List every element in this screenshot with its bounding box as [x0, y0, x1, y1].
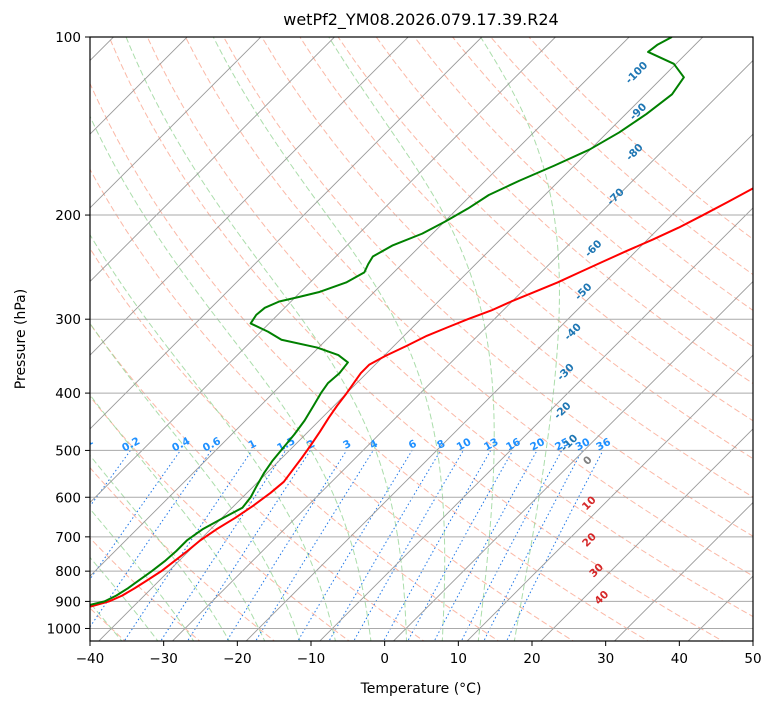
- isotherm-line: [392, 280, 753, 641]
- dry-adiabat: [337, 37, 753, 422]
- mixing-ratio-line: [297, 450, 413, 641]
- mixing-ratio-line: [123, 450, 253, 641]
- dewpoint-profile: [90, 37, 685, 606]
- mixing-ratio-line: [407, 450, 514, 641]
- isotherm-line: [90, 37, 188, 135]
- y-tick-label: 100: [55, 30, 81, 46]
- isotherm-line: [319, 207, 753, 641]
- isotherm-line: [90, 37, 557, 504]
- moist-adiabat: [328, 37, 495, 641]
- moist-adiabat: [90, 394, 266, 641]
- isotherm-line: [540, 428, 753, 641]
- x-tick-label: 30: [597, 651, 614, 667]
- isotherm-line: [90, 37, 336, 283]
- moist-adiabat: [479, 37, 560, 641]
- y-tick-label: 1000: [47, 621, 81, 637]
- moist-adiabat: [90, 115, 372, 641]
- x-tick-label: −40: [76, 651, 105, 667]
- dry-adiabat: [375, 37, 753, 385]
- y-tick-label: 800: [55, 564, 81, 580]
- x-axis-label: Temperature (°C): [360, 681, 482, 697]
- x-tick-label: 40: [671, 651, 688, 667]
- dry-adiabat: [90, 82, 649, 641]
- dry-adiabat: [185, 37, 753, 577]
- grid-lines: [90, 37, 753, 641]
- dry-adiabat: [261, 37, 753, 498]
- isotherm-line: [90, 37, 409, 356]
- mixing-ratio-line: [483, 450, 583, 641]
- mixing-ratio-line: [160, 450, 287, 641]
- isotherm-line: [613, 501, 753, 641]
- temperature-profile: [90, 187, 753, 608]
- dry-adiabat: [90, 322, 425, 641]
- mixing-ratio-label: 0.1: [73, 435, 95, 454]
- axes: −40 −30 −20 −10 0 10 20 30 40 50 1000 900 800 700 600 5…: [47, 30, 762, 667]
- y-tick-label: 700: [55, 530, 81, 546]
- dry-adiabat: [90, 395, 350, 641]
- y-tick-label: 600: [55, 490, 81, 506]
- moist-adiabat: [90, 233, 336, 641]
- mixing-ratio-line: [255, 450, 374, 641]
- isotherm-line: [466, 354, 753, 641]
- y-axis-label: Pressure (hPa): [13, 289, 29, 389]
- mixing-ratio-line: [226, 450, 348, 641]
- isotherm-line: [90, 37, 262, 209]
- y-tick-label: 300: [55, 312, 81, 328]
- x-tick-label: −20: [223, 651, 252, 667]
- dry-adiabat: [414, 37, 753, 348]
- moist-adiabat: [90, 454, 230, 641]
- dry-adiabat: [452, 37, 753, 312]
- moist-adiabat: [125, 37, 408, 641]
- dry-adiabat: [223, 37, 753, 537]
- y-tick-label: 400: [55, 386, 81, 402]
- isotherm-line: [171, 59, 753, 641]
- profiles: [90, 37, 753, 608]
- mixing-ratio-line: [90, 450, 212, 628]
- y-tick-label: 500: [55, 443, 81, 459]
- x-tick-label: −30: [149, 651, 178, 667]
- x-tick-label: 10: [450, 651, 467, 667]
- background-lines: [90, 37, 753, 641]
- x-tick-label: 50: [744, 651, 761, 667]
- x-tick-label: −10: [297, 651, 326, 667]
- mixing-ratio-line: [186, 450, 311, 641]
- isotherm-line: [90, 37, 483, 430]
- x-tick-label: 0: [380, 651, 389, 667]
- isotherm-line: [90, 37, 630, 577]
- mixing-ratio-line: [328, 450, 442, 641]
- chart-title: wetPf2_YM08.2026.079.17.39.R24: [283, 10, 558, 30]
- y-tick-label: 200: [55, 208, 81, 224]
- y-tick-label: 900: [55, 594, 81, 610]
- moist-adiabat: [212, 37, 446, 641]
- isotherm-line: [245, 133, 753, 641]
- mixing-ratio-line: [433, 450, 538, 641]
- plot-frame: [89, 36, 754, 642]
- x-tick-label: 20: [523, 651, 540, 667]
- mixing-ratio-line: [460, 450, 563, 641]
